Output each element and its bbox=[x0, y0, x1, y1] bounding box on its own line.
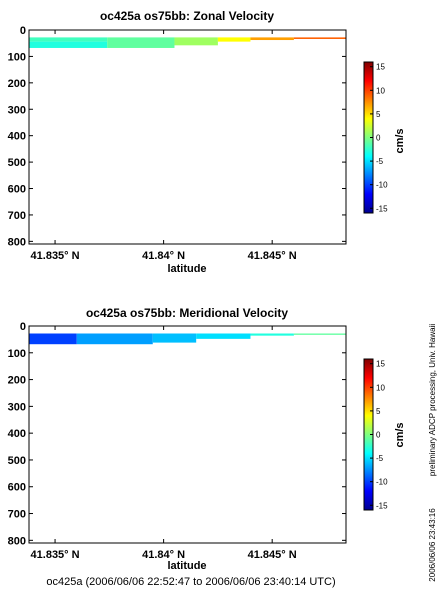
y-tick-label: 600 bbox=[8, 482, 26, 494]
x-tick-label: 41.835° N bbox=[31, 250, 80, 262]
colorbar-tick-label: 10 bbox=[376, 86, 385, 95]
colorbar-tick-label: 5 bbox=[376, 407, 381, 416]
colorbar-tick-label: 0 bbox=[376, 431, 381, 440]
x-tick-label: 41.84° N bbox=[142, 549, 185, 561]
colorbar-tick-label: -15 bbox=[376, 501, 388, 510]
velocity-cell bbox=[29, 37, 108, 42]
meridional-velocity-plot bbox=[29, 333, 346, 345]
colorbar-tick-label: 15 bbox=[376, 63, 385, 72]
x-tick-label: 41.845° N bbox=[248, 250, 297, 262]
velocity-cell bbox=[293, 333, 346, 335]
panel-1-x-axis: 41.835° N 41.84° N 41.845° N bbox=[31, 30, 297, 262]
colorbar-tick-label: -10 bbox=[376, 181, 388, 190]
time-range-caption: oc425a (2006/06/06 22:52:47 to 2006/06/0… bbox=[46, 576, 335, 588]
panel-2-colorbar-label: cm/s bbox=[394, 422, 406, 447]
y-tick-label: 600 bbox=[8, 184, 26, 196]
panel-1-axes-box bbox=[28, 29, 347, 245]
colorbar-tick-label: -15 bbox=[376, 204, 388, 213]
panel-1-colorbar-ticks: 15 10 5 0 -5 -10 -15 bbox=[370, 63, 388, 213]
x-tick-label: 41.835° N bbox=[31, 549, 80, 561]
velocity-cell bbox=[107, 37, 175, 48]
velocity-cell bbox=[29, 41, 108, 48]
y-tick-label: 400 bbox=[8, 131, 26, 143]
panel-2-colorbar-ticks: 15 10 5 0 -5 -10 -15 bbox=[370, 360, 388, 510]
panel-1-colorbar-label: cm/s bbox=[394, 128, 406, 153]
y-tick-label: 500 bbox=[8, 455, 26, 467]
y-tick-label: 200 bbox=[8, 375, 26, 387]
panel-2-title: oc425a os75bb: Meridional Velocity bbox=[86, 306, 288, 320]
colorbar-tick-label: -10 bbox=[376, 478, 388, 487]
x-tick-label: 41.84° N bbox=[142, 250, 185, 262]
y-tick-label: 200 bbox=[8, 78, 26, 90]
y-tick-label: 700 bbox=[8, 509, 26, 521]
y-tick-label: 400 bbox=[8, 428, 26, 440]
y-tick-label: 700 bbox=[8, 210, 26, 222]
velocity-cell bbox=[250, 37, 294, 41]
y-tick-label: 300 bbox=[8, 401, 26, 413]
velocity-cell bbox=[217, 37, 251, 42]
colorbar-tick-label: 0 bbox=[376, 134, 381, 143]
zonal-velocity-plot bbox=[29, 37, 346, 48]
panel-2-x-label: latitude bbox=[167, 560, 206, 572]
velocity-cell bbox=[152, 333, 197, 343]
y-tick-label: 800 bbox=[8, 236, 26, 248]
processing-note: preliminary ADCP processing, Univ. Hawai… bbox=[428, 324, 437, 476]
panel-1-title: oc425a os75bb: Zonal Velocity bbox=[100, 9, 274, 23]
panel-1-y-axis: 0 100 200 300 400 500 600 700 800 bbox=[8, 25, 346, 248]
panel-2-x-axis: 41.835° N 41.84° N 41.845° N bbox=[31, 326, 297, 561]
y-tick-label: 0 bbox=[20, 321, 26, 333]
x-tick-label: 41.845° N bbox=[248, 549, 297, 561]
velocity-cell bbox=[174, 37, 218, 46]
colorbar-tick-label: -5 bbox=[376, 157, 384, 166]
y-tick-label: 100 bbox=[8, 51, 26, 63]
velocity-cell bbox=[196, 333, 251, 339]
panel-1-x-label: latitude bbox=[167, 263, 206, 275]
panel-2-axes-box bbox=[28, 325, 347, 544]
colorbar-tick-label: 10 bbox=[376, 383, 385, 392]
colorbar-tick-label: 15 bbox=[376, 360, 385, 369]
plot-timestamp: 2006/06/06 23:43:16 bbox=[428, 508, 437, 582]
panel-2-y-axis: 0 100 200 300 400 500 600 700 800 bbox=[8, 321, 346, 547]
colorbar-tick-label: 5 bbox=[376, 110, 381, 119]
y-tick-label: 100 bbox=[8, 348, 26, 360]
velocity-cell bbox=[76, 333, 153, 345]
y-tick-label: 300 bbox=[8, 104, 26, 116]
colorbar-tick-label: -5 bbox=[376, 454, 384, 463]
y-tick-label: 800 bbox=[8, 535, 26, 547]
y-tick-label: 500 bbox=[8, 157, 26, 169]
velocity-cell bbox=[250, 333, 294, 336]
velocity-cell bbox=[293, 37, 346, 39]
velocity-cell bbox=[29, 333, 77, 345]
y-tick-label: 0 bbox=[20, 25, 26, 37]
